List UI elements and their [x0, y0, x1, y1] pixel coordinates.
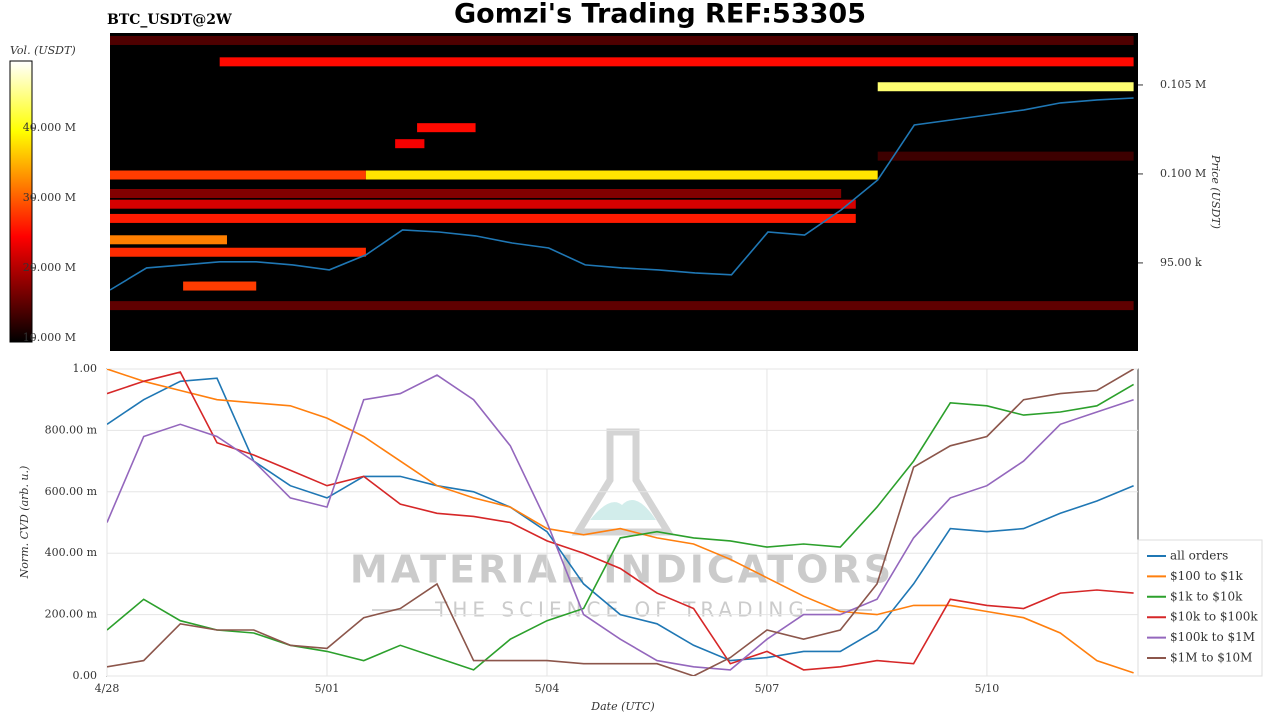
- legend-label: $1k to $10k: [1170, 589, 1243, 603]
- heatmap-band: [110, 213, 856, 223]
- watermark-text: THE SCIENCE OF TRADING: [434, 598, 809, 622]
- y-axis-label: Norm. CVD (arb. u.): [18, 466, 31, 580]
- colorbar-label: Vol. (USDT): [10, 44, 76, 57]
- y-axis-label: Price (USDT): [1209, 154, 1222, 229]
- y-tick-label: 0.00: [73, 669, 98, 682]
- symbol: BTC_USDT@2W: [107, 12, 232, 28]
- series-line: [107, 369, 1135, 676]
- legend-label: all orders: [1170, 549, 1228, 563]
- x-tick-label: 5/07: [755, 682, 780, 695]
- price-line: [110, 97, 1134, 291]
- series-line: [107, 369, 1134, 674]
- y-tick-label: 1.00: [73, 362, 98, 375]
- y-tick-label: 0.105 M: [1160, 78, 1206, 91]
- watermark-flask: [571, 428, 675, 536]
- heatmap-band: [110, 170, 366, 180]
- legend-label: $1M to $10M: [1170, 651, 1252, 665]
- series-line: [107, 374, 1134, 671]
- x-tick-label: 5/01: [315, 682, 340, 695]
- x-axis-label: Date (UTC): [590, 700, 654, 713]
- series-line: [107, 377, 1134, 662]
- y-tick-label: 800.00 m: [45, 423, 98, 436]
- legend: [1137, 539, 1263, 677]
- heatmap-band: [110, 199, 856, 209]
- heatmap-band: [417, 123, 476, 133]
- heatmap-band: [110, 189, 842, 199]
- heatmap-band: [110, 35, 1134, 45]
- series-line: [107, 383, 1135, 671]
- legend-label: $10k to $100k: [1170, 610, 1258, 624]
- y-tick-label: 200.00 m: [45, 608, 98, 621]
- heatmap-band: [365, 170, 878, 180]
- heatmap-band: [219, 57, 1134, 67]
- x-tick-label: 5/04: [535, 682, 560, 695]
- colorbar-tick-label: 40.000 M: [23, 121, 76, 134]
- y-tick-label: 95.00 k: [1160, 256, 1202, 269]
- heatmap-band: [183, 281, 257, 291]
- heatmap-band: [877, 82, 1134, 92]
- heatmap-band: [110, 301, 1134, 311]
- x-tick-label: 4/28: [95, 682, 120, 695]
- y-tick-label: 0.100 M: [1160, 167, 1206, 180]
- watermark-liquid: [590, 500, 656, 520]
- legend-label: $100k to $1M: [1170, 630, 1255, 644]
- heatmap: [110, 35, 1134, 311]
- y-tick-label: 600.00 m: [45, 485, 98, 498]
- series-line: [107, 371, 1134, 671]
- y-tick-label: 400.00 m: [45, 546, 98, 559]
- colorbar: [9, 60, 33, 343]
- x-tick-label: 5/10: [975, 682, 1000, 695]
- legend-label: $100 to $1k: [1170, 569, 1243, 583]
- heatmap-band: [110, 235, 227, 245]
- title: Gomzi's Trading REF:53305: [454, 0, 866, 30]
- plot-frame: [106, 368, 1139, 677]
- lines: [107, 369, 1135, 676]
- colorbar-tick-label: 20.000 M: [23, 261, 76, 274]
- heatmap-band: [395, 139, 425, 149]
- colorbar-tick-label: 30.000 M: [23, 191, 76, 204]
- heatmap-band: [110, 247, 366, 257]
- colorbar-tick-label: 10.000 M: [23, 331, 76, 344]
- heatmap-band: [877, 151, 1134, 161]
